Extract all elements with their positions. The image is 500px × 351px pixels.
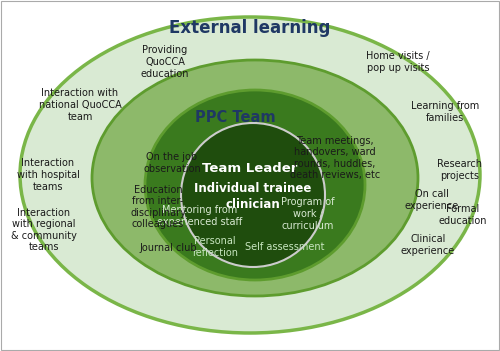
Text: Providing
QuoCCA
education: Providing QuoCCA education — [141, 45, 189, 79]
Text: Personal
reflection: Personal reflection — [192, 236, 238, 258]
Text: Home visits /
pop up visits: Home visits / pop up visits — [366, 51, 430, 73]
Ellipse shape — [145, 90, 365, 280]
Text: Program of
work /
curriculum: Program of work / curriculum — [281, 197, 335, 231]
Text: On the job
observation: On the job observation — [143, 152, 201, 174]
Text: Self assessment: Self assessment — [245, 242, 325, 252]
Text: Interaction
with hospital
teams: Interaction with hospital teams — [16, 158, 80, 192]
Text: Team meetings,
handovers, ward
rounds, huddles,
death reviews, etc: Team meetings, handovers, ward rounds, h… — [290, 135, 380, 180]
Text: PPC Team: PPC Team — [194, 111, 276, 126]
Ellipse shape — [20, 17, 480, 333]
Text: Interaction
with regional
& community
teams: Interaction with regional & community te… — [11, 207, 77, 252]
Text: Formal
education: Formal education — [439, 204, 487, 226]
Text: Team Leader: Team Leader — [202, 161, 298, 174]
Ellipse shape — [181, 123, 325, 267]
Text: Individual trainee
clinician: Individual trainee clinician — [194, 181, 312, 211]
Text: Interaction with
national QuoCCA
team: Interaction with national QuoCCA team — [38, 88, 121, 121]
Text: Mentoring from
experienced staff: Mentoring from experienced staff — [158, 205, 242, 227]
Text: External learning: External learning — [170, 19, 330, 37]
Text: Clinical
experience: Clinical experience — [401, 234, 455, 256]
Text: Research
projects: Research projects — [438, 159, 482, 181]
Text: Education
from inter-
disciplinary
colleagues: Education from inter- disciplinary colle… — [130, 185, 186, 230]
Ellipse shape — [92, 60, 418, 296]
Text: Learning from
families: Learning from families — [411, 101, 479, 123]
Text: Journal club: Journal club — [139, 243, 197, 253]
Text: On call
experience: On call experience — [405, 189, 459, 211]
